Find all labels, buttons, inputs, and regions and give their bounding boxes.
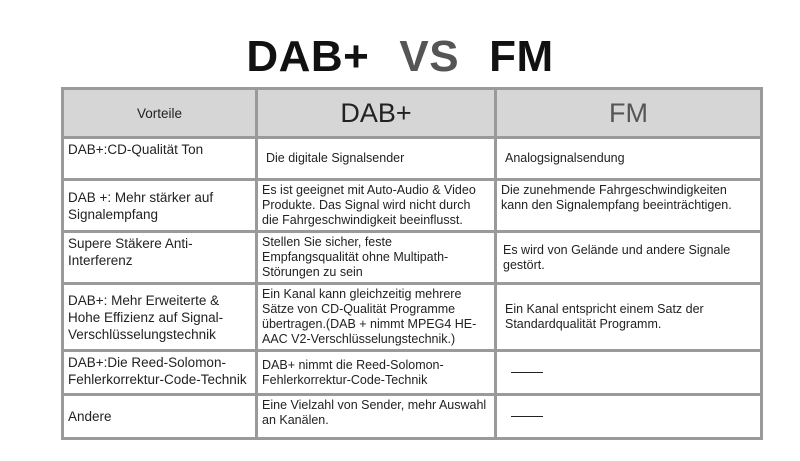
table-row: DAB+:Die Reed-Solomon-Fehlerkorrektur-Co… <box>61 349 763 396</box>
feature-cell: DAB+: Mehr Erweiterte & Hohe Effizienz a… <box>61 282 258 352</box>
feature-cell: DAB+:CD-Qualität Ton <box>61 136 258 181</box>
dash-line <box>511 416 543 418</box>
dab-cell: Eine Vielzahl von Sender, mehr Auswahl a… <box>255 393 497 440</box>
feature-cell: DAB +: Mehr stärker auf Signalempfang <box>61 178 258 233</box>
dash-line <box>511 372 543 374</box>
table-header-row: Vorteile DAB+ FM <box>61 87 763 139</box>
fm-cell: Die zunehmende Fahrgeschwindigkeiten kan… <box>494 178 763 233</box>
feature-cell: Supere Stäkere Anti-Interferenz <box>61 230 258 285</box>
header-fm: FM <box>494 87 763 139</box>
table-row: DAB+: Mehr Erweiterte & Hohe Effizienz a… <box>61 282 763 352</box>
dab-cell: Ein Kanal kann gleichzeitig mehrere Sätz… <box>255 282 497 352</box>
dab-cell: Es ist geeignet mit Auto-Audio & Video P… <box>255 178 497 233</box>
page-title: DAB+ VS FM <box>0 32 800 82</box>
header-vorteile: Vorteile <box>61 87 258 139</box>
fm-cell: — <box>494 393 763 440</box>
dab-cell: DAB+ nimmt die Reed-Solomon-Fehlerkorrek… <box>255 349 497 396</box>
table-row: Andere Eine Vielzahl von Sender, mehr Au… <box>61 393 763 440</box>
feature-cell: Andere <box>61 393 258 440</box>
table-row: DAB+:CD-Qualität Ton Die digitale Signal… <box>61 136 763 181</box>
header-dab: DAB+ <box>255 87 497 139</box>
fm-cell: Ein Kanal entspricht einem Satz der Stan… <box>494 282 763 352</box>
feature-cell: DAB+:Die Reed-Solomon-Fehlerkorrektur-Co… <box>61 349 258 396</box>
fm-cell: — <box>494 349 763 396</box>
table-row: Supere Stäkere Anti-Interferenz Stellen … <box>61 230 763 285</box>
comparison-table: Vorteile DAB+ FM DAB+:CD-Qualität Ton Di… <box>61 87 763 440</box>
fm-cell: Es wird von Gelände und andere Signale g… <box>494 230 763 285</box>
fm-cell: Analogsignalsendung <box>494 136 763 181</box>
dab-cell: Stellen Sie sicher, feste Empfangsqualit… <box>255 230 497 285</box>
title-fm: FM <box>489 32 554 81</box>
dab-cell: Die digitale Signalsender <box>255 136 497 181</box>
title-vs: VS <box>399 32 460 81</box>
title-dab: DAB+ <box>246 32 370 81</box>
table-row: DAB +: Mehr stärker auf Signalempfang Es… <box>61 178 763 233</box>
